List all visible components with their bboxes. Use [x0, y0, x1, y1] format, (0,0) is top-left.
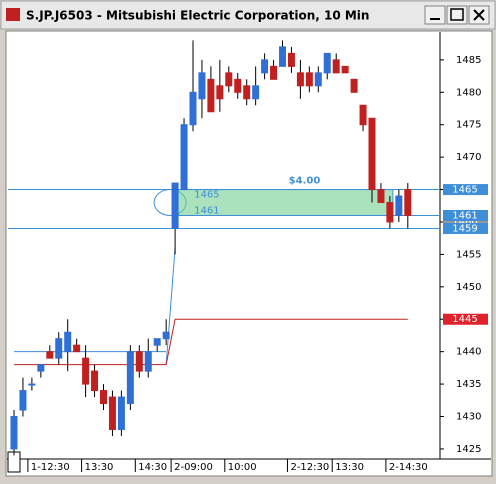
candle-body — [144, 351, 152, 372]
y-tick-label: 1425 — [456, 444, 481, 455]
candle-body — [350, 78, 358, 93]
candle-body — [91, 370, 99, 392]
candle-body — [305, 72, 313, 87]
candle-body — [261, 59, 269, 74]
price-tag — [443, 184, 488, 196]
overlay-line — [165, 247, 176, 365]
price-tag — [443, 209, 488, 221]
y-tick-label: 1455 — [456, 249, 481, 260]
x-tick-label: 10:00 — [228, 462, 257, 473]
price-tag-label: 1445 — [452, 314, 477, 325]
candle-body — [10, 416, 18, 450]
y-tick-label: 1470 — [456, 152, 481, 163]
candle-body — [126, 351, 134, 405]
title-bar — [0, 0, 496, 30]
candle-body — [46, 351, 54, 359]
candle-body — [377, 189, 385, 204]
candle-body — [162, 331, 170, 340]
x-tick-label: 2-14:30 — [389, 462, 428, 473]
candle-body — [287, 52, 295, 67]
chart-panel — [5, 30, 493, 477]
candle-body — [171, 182, 179, 229]
close-icon — [473, 9, 485, 21]
candle-body — [332, 59, 340, 74]
candle-body — [37, 364, 45, 372]
candle-body — [198, 72, 206, 100]
candle-body — [100, 390, 107, 405]
x-tick-label: 13:30 — [335, 462, 364, 473]
candle-body — [153, 338, 161, 346]
candle-body — [207, 78, 215, 113]
candle-body — [341, 65, 349, 74]
x-tick-label: 1-12:30 — [31, 462, 70, 473]
candle-body — [135, 351, 143, 372]
y-tick-label: 1480 — [456, 87, 481, 98]
candle-body — [82, 357, 90, 385]
candle-body — [252, 85, 260, 100]
candle-body — [395, 195, 403, 216]
candle-body — [189, 91, 197, 126]
maximize-icon — [450, 8, 464, 21]
range-label: $4.00 — [289, 176, 321, 187]
price-tag-label: 1459 — [452, 223, 477, 234]
candle-body — [108, 396, 116, 430]
candle-body — [404, 189, 412, 216]
range-high-label: 1465 — [194, 190, 219, 201]
candle-body — [19, 390, 27, 411]
candle-body — [216, 85, 224, 100]
candle-body — [73, 344, 81, 353]
candle-body — [323, 52, 331, 74]
price-tag — [443, 216, 488, 228]
price-tag-label: 1461 — [452, 210, 477, 221]
y-tick-label: 1435 — [456, 379, 481, 390]
candle-body — [359, 104, 367, 126]
minimize-button[interactable] — [424, 5, 446, 25]
range-box — [171, 189, 394, 216]
candle-body — [368, 117, 376, 191]
candle-body — [243, 85, 251, 100]
x-tick-label: 2-12:30 — [290, 462, 329, 473]
candle-body — [279, 46, 286, 67]
y-tick-label: 1485 — [456, 55, 481, 66]
range-low-label: 1461 — [194, 205, 219, 216]
candle-body — [234, 78, 242, 93]
app-icon — [6, 8, 20, 21]
price-tag-label: 1465 — [452, 185, 477, 196]
overlay-line — [14, 318, 408, 366]
candle-body — [28, 383, 36, 386]
y-tick-label: 1430 — [456, 412, 481, 423]
candle-body — [64, 331, 72, 353]
candle-body — [296, 72, 304, 87]
x-tick-label: 2-09:00 — [174, 462, 213, 473]
candle-body — [270, 65, 278, 80]
window-buttons — [424, 5, 490, 25]
candle-body — [55, 338, 63, 359]
y-tick-label: 1450 — [456, 282, 481, 293]
window-title: S.JP.J6503 - Mitsubishi Electric Corpora… — [26, 9, 369, 23]
x-tick-label: 14:30 — [138, 462, 167, 473]
y-tick-label: 1440 — [456, 347, 481, 358]
candle-body — [117, 396, 125, 430]
price-tag-label: 1460 — [452, 217, 477, 228]
candle-body — [386, 202, 394, 223]
x-tick-label: 13:30 — [85, 462, 114, 473]
candle-body — [225, 72, 233, 87]
candle-body — [314, 72, 322, 87]
y-tick-label: 1475 — [456, 120, 481, 131]
candle-body — [180, 124, 188, 191]
price-tag — [443, 222, 488, 234]
price-tag — [443, 313, 488, 325]
